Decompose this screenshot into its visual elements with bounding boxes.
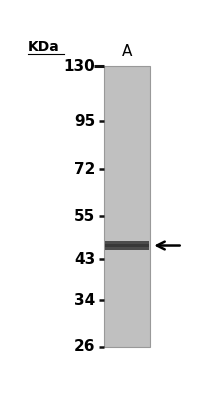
- Bar: [104, 66, 150, 347]
- Text: A: A: [121, 44, 132, 59]
- Text: 55: 55: [74, 209, 95, 224]
- Text: KDa: KDa: [28, 40, 60, 54]
- Text: 43: 43: [74, 252, 95, 267]
- Bar: [105, 241, 149, 250]
- Text: 26: 26: [74, 339, 95, 354]
- Text: 34: 34: [74, 292, 95, 308]
- Bar: [105, 241, 149, 250]
- Text: 130: 130: [64, 59, 95, 74]
- Text: 72: 72: [74, 162, 95, 177]
- Bar: [105, 244, 149, 247]
- Text: 95: 95: [74, 114, 95, 129]
